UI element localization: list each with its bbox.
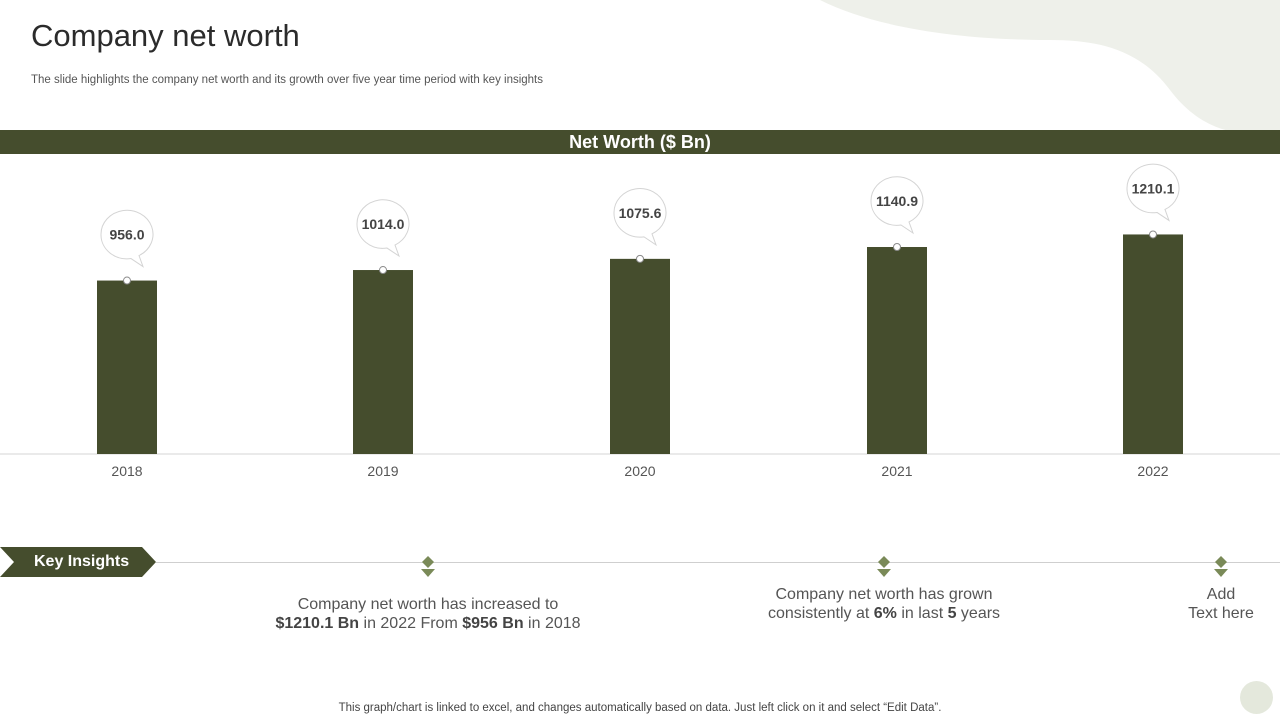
- net-worth-bar-chart[interactable]: 956.0 2018 1014.0 2019 1075.6 2020 1140.9 2021 1…: [0, 154, 1280, 494]
- diamond-marker-icon: [421, 556, 435, 577]
- bar-2019[interactable]: [353, 270, 413, 454]
- bar-2020[interactable]: [610, 258, 670, 454]
- bar-2021[interactable]: [867, 247, 927, 454]
- data-label-bubble-2019: 1014.0: [356, 199, 410, 258]
- data-label-bubble-2021: 1140.9: [870, 176, 924, 235]
- chart-title-band: Net Worth ($ Bn): [0, 130, 1280, 154]
- insight-2-line2: consistently at 6% in last 5 years: [767, 605, 1001, 622]
- insight-2-line1: Company net worth has grown: [775, 586, 993, 603]
- x-tick-label-2022: 2022: [1137, 463, 1168, 479]
- bar-marker-2019: [379, 266, 387, 275]
- data-label-bubble-2022: 1210.1: [1126, 163, 1180, 222]
- bar-marker-2022: [1149, 230, 1157, 239]
- x-tick-label-2020: 2020: [624, 463, 655, 479]
- footer-note: This graph/chart is linked to excel, and…: [338, 702, 942, 714]
- data-label-2018: 956.0: [109, 227, 144, 243]
- data-label-2022: 1210.1: [1132, 180, 1175, 196]
- insight-item-3[interactable]: Add Text here: [1176, 585, 1266, 623]
- chart-title: Net Worth ($ Bn): [569, 132, 711, 152]
- key-insights-label: Key Insights: [34, 553, 130, 570]
- page-subtitle: The slide highlights the company net wor…: [31, 74, 544, 86]
- insight-item-2: Company net worth has grown consistently…: [714, 585, 1054, 623]
- insight-3-line2: Text here: [1188, 605, 1254, 622]
- data-label-2019: 1014.0: [362, 216, 405, 232]
- insight-3-line1: Add: [1206, 586, 1236, 603]
- insights-divider: [156, 562, 1280, 563]
- decorative-circle: [1240, 681, 1273, 714]
- x-tick-label-2019: 2019: [367, 463, 398, 479]
- page-title: Company net worth: [31, 18, 300, 53]
- bar-marker-2020: [636, 254, 644, 263]
- diamond-marker-icon: [1214, 556, 1228, 577]
- bar-marker-2018: [123, 276, 131, 285]
- bar-2018[interactable]: [97, 280, 157, 454]
- insight-2-years: 5: [947, 605, 957, 622]
- bar-2022[interactable]: [1123, 234, 1183, 454]
- data-label-bubble-2020: 1075.6: [613, 188, 667, 247]
- insight-item-1: Company net worth has increased to $1210…: [248, 595, 608, 633]
- insight-2-growth-rate: 6%: [873, 605, 897, 622]
- key-insights-tag: Key Insights: [0, 547, 156, 577]
- insight-1-value-2022: $1210.1 Bn: [275, 615, 360, 632]
- insight-1-line1: Company net worth has increased to: [297, 596, 559, 613]
- x-tick-label-2021: 2021: [881, 463, 912, 479]
- insight-1-line2: $1210.1 Bn in 2022 From $956 Bn in 2018: [275, 615, 581, 632]
- bar-marker-2021: [893, 243, 901, 252]
- data-label-bubble-2018: 956.0: [100, 209, 154, 268]
- key-insights-row: Key Insights Company net worth has incre…: [0, 546, 1280, 666]
- insight-1-value-2018: $956 Bn: [462, 615, 524, 632]
- data-label-2020: 1075.6: [619, 205, 662, 221]
- x-tick-label-2018: 2018: [111, 463, 142, 479]
- decorative-swoosh: [820, 0, 1280, 134]
- data-label-2021: 1140.9: [876, 193, 918, 209]
- diamond-marker-icon: [877, 556, 891, 577]
